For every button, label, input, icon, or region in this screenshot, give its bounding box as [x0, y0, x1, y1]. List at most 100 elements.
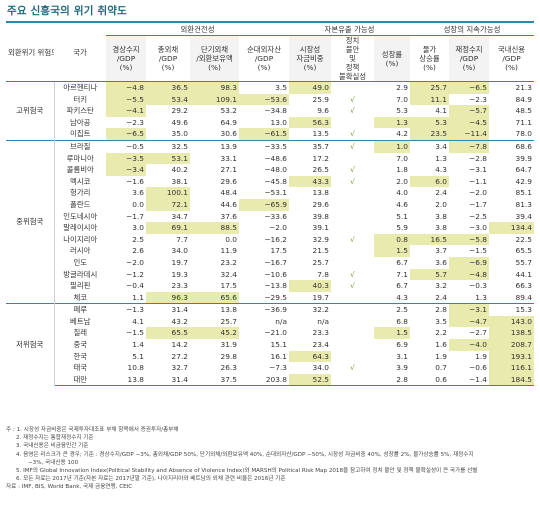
table-cell: 32.4	[220, 269, 237, 279]
table-cell: 1.6	[435, 340, 447, 350]
table-cell: 39.8	[312, 211, 329, 221]
country-name: 체코	[73, 292, 88, 302]
table-cell: 31.4	[146, 373, 190, 387]
country-name: 페루	[54, 303, 106, 316]
check-mark: √	[350, 129, 355, 139]
country-name: 나이지리아	[63, 234, 98, 244]
table-cell: −2.7	[469, 328, 487, 338]
column-header-row: 경상수지/GDP (%) 총외채/GDP (%) 단기외채/외환보유액 (%) 순대외자산 /…	[6, 35, 534, 82]
table-cell: 4.0	[396, 188, 408, 198]
column-header: 순대외자산/GDP (%)	[239, 35, 289, 82]
table-row: 멕시코 −1.6 38.1 29.6 −45.8 43.3 √ 2.0 6.0 −1.1 42.9	[6, 175, 534, 188]
table-cell: 52.5	[289, 373, 331, 387]
country-name: 인도	[73, 257, 88, 267]
table-cell: −7.8	[449, 139, 489, 153]
table-cell: 3.8	[435, 211, 447, 221]
table-cell: 48.4	[220, 188, 237, 198]
vulnerability-table: 외환위기 위험도 국가 외환건전성 자본유출 가능성 성장의 지속가능성 경상수…	[6, 21, 534, 387]
table-row: 대만 13.8 31.4 37.5 203.8 52.5 2.8 0.6 −1.4 184.5	[6, 373, 534, 387]
table-cell: −2.3	[469, 94, 487, 104]
table-cell: 1.3	[475, 292, 487, 302]
country-name: 한국	[73, 351, 88, 361]
table-cell: 5.1	[396, 211, 408, 221]
table-cell: −4.8	[106, 80, 146, 94]
table-cell: 1.4	[132, 340, 144, 350]
table-cell: 116.1	[489, 362, 534, 374]
table-cell: 3.6	[132, 188, 144, 198]
table-cell: 35.0	[171, 129, 188, 139]
table-cell: −33.5	[239, 139, 289, 153]
table-cell: −1.5	[126, 328, 144, 338]
table-cell: −4.8	[449, 268, 489, 281]
check-mark	[331, 80, 374, 94]
header-group-row: 외환위기 위험도 국가 외환건전성 자본유출 가능성 성장의 지속가능성	[6, 21, 534, 82]
table-cell: 31.9	[220, 340, 237, 350]
country-name: 루마니아	[66, 153, 94, 163]
table-cell: 66.3	[515, 281, 532, 291]
table-cell: 49.6	[171, 117, 188, 127]
table-cell: 208.7	[489, 339, 534, 351]
check-mark	[331, 373, 374, 387]
table-cell: −0.5	[106, 139, 146, 153]
table-cell: 64.3	[289, 350, 331, 363]
table-cell: 22.5	[515, 234, 532, 244]
table-cell: 34.0	[312, 363, 329, 373]
group-header-fx-soundness: 외환건전성	[106, 21, 289, 36]
footnote-line: 6. 모든 자료는 2017년 기준(자본 자료는 2017년말 기준), 나이…	[16, 476, 286, 483]
table-cell: 17.5	[270, 246, 287, 256]
table-cell: −2.0	[269, 223, 287, 233]
table-cell: −11.4	[449, 128, 489, 141]
table-cell: 7.8	[317, 269, 329, 279]
table-cell: 7.7	[176, 234, 188, 244]
table-cell: 44.1	[515, 269, 532, 279]
table-row: 루마니아 −3.5 53.1 33.1 −48.6 17.2 7.0 1.3 −2.8 39.9	[6, 152, 534, 165]
table-row: 중위험국 브라질 −0.5 32.5 13.9 −33.5 35.7 √ 1.0 3.4 −7.8 6…	[6, 139, 534, 304]
page-title: 주요 신흥국의 위기 취약도	[7, 5, 128, 17]
table-cell: −29.5	[264, 292, 287, 302]
table-cell: 98.3	[190, 80, 239, 94]
country-name: 말레이시아	[63, 223, 98, 233]
table-cell: 44.6	[220, 199, 237, 209]
country-name: 러시아	[70, 246, 91, 256]
country-name: 브라질	[54, 139, 106, 153]
table-cell: 2.5	[132, 234, 144, 244]
table-cell: −1.5	[469, 246, 487, 256]
table-cell: −2.8	[469, 153, 487, 163]
table-cell: −5.7	[449, 105, 489, 117]
table-cell: 39.9	[515, 153, 532, 163]
check-mark	[331, 303, 374, 316]
table-cell: 29.6	[312, 199, 329, 209]
table-row: 필리핀 −0.4 23.3 17.5 −13.8 40.3 √ 6.7 3.2 −0.3 66.3	[6, 280, 534, 292]
country-name: 남아공	[70, 117, 91, 127]
table-cell: 2.2	[435, 328, 447, 338]
table-cell: 72.1	[146, 198, 190, 211]
table-cell: 21.3	[489, 80, 534, 94]
table-row: 헝가리 3.6 100.1 48.4 −53.1 13.8 4.0 2.4 −2.0 85.1	[6, 187, 534, 199]
table-row: 러시아 2.6 34.0 11.9 17.5 21.5 1.5 3.7 −1.5 65.5	[6, 245, 534, 257]
country-name: 파키스탄	[66, 106, 94, 116]
table-cell: −1.7	[126, 211, 144, 221]
table-cell: 3.5	[435, 316, 447, 326]
check-mark	[331, 327, 374, 339]
table-cell: 32.5	[146, 139, 190, 153]
table-cell: 4.2	[396, 129, 408, 139]
table-cell: 100.1	[146, 187, 190, 199]
table-cell: −7.3	[269, 363, 287, 373]
footnote-line: 4. 음영은 리스크가 큰 경우; 기준 : 경상수지/GDP −3%, 총외채…	[16, 451, 474, 458]
table-cell: 23.5	[410, 128, 449, 141]
table-cell: 3.2	[435, 281, 447, 291]
table-cell: 13.8	[312, 188, 329, 198]
table-cell: 81.3	[515, 199, 532, 209]
table-cell: 5.1	[132, 351, 144, 361]
check-mark	[331, 211, 374, 223]
check-mark: √	[350, 106, 355, 116]
column-header: 단기외채/외환보유액 (%)	[190, 35, 239, 82]
table-cell: 3.1	[396, 351, 408, 361]
country-name: 인도네시아	[63, 211, 98, 221]
table-row: 폴란드 0.0 72.1 44.6 −65.9 29.6 4.6 2.0 −1.7 81.3	[6, 198, 534, 211]
table-cell: 56.3	[289, 116, 331, 129]
table-cell: −33.6	[264, 211, 287, 221]
country-name: 대만	[54, 373, 106, 387]
table-cell: −4.0	[449, 339, 489, 351]
table-cell: −1.4	[449, 373, 489, 387]
